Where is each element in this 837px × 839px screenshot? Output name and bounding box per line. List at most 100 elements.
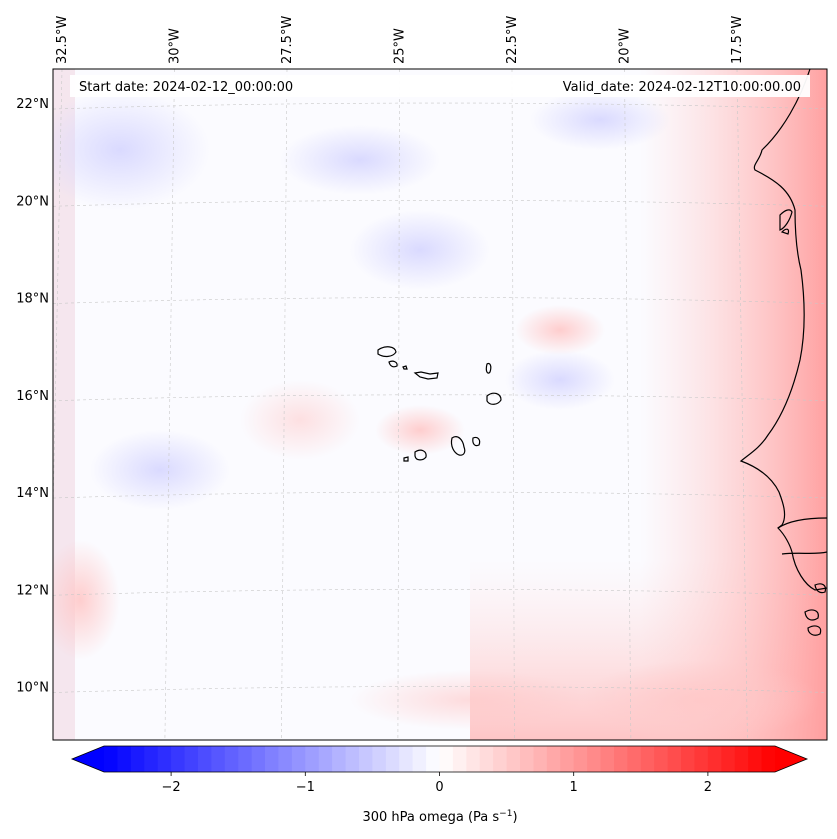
colorbar-bin [291,746,306,772]
colorbar-bin [184,746,199,772]
parallel-line [53,588,827,596]
lon-tick-label: 27.5°W [280,16,295,64]
colorbar-bin [748,746,763,772]
colorbar-bin [426,746,441,772]
colorbar-bin [318,746,333,772]
meridian-line [397,69,400,740]
colorbar-bin [546,746,561,772]
island-fogo [414,449,427,461]
meridian-line [164,69,175,740]
lat-tick-label: 10°N [16,681,49,696]
colorbar-bin [144,746,159,772]
colorbar-bin [681,746,696,772]
colorbar-tick-label: −2 [162,780,181,795]
coast-notch [780,228,790,235]
colorbar-bin [251,746,266,772]
meridian-line [281,69,288,740]
colorbar-bin [157,746,172,772]
colorbar-bin [171,746,186,772]
colorbar-bin [224,746,239,772]
senegal-coast-detail [777,517,827,529]
colorbar-label-exponent: −1 [499,809,512,819]
colorbar-bin [573,746,588,772]
colorbar-bin [238,746,253,772]
lat-tick-label: 16°N [16,389,49,404]
lat-tick-label: 14°N [16,486,49,501]
colorbar-bin [707,746,722,772]
island-sao-vicente [388,360,398,368]
colorbar-bin [211,746,226,772]
colorbar-bin [104,746,119,772]
omega-field [53,69,827,740]
colorbar-bin [117,746,132,772]
colorbar-bin [506,746,521,772]
island-sal [485,362,492,374]
bijagos-1 [804,609,819,621]
lon-tick-label: 17.5°W [730,16,745,64]
parallel-line [53,686,827,693]
colorbar-bin [412,746,427,772]
lat-tick-label: 18°N [16,292,49,307]
colorbar-bin [197,746,212,772]
island-santa-luzia [402,365,408,370]
lat-tick-label: 20°N [16,194,49,209]
colorbar-bin [533,746,548,772]
colorbar-tick-label: 0 [435,780,443,795]
bijagos-2 [807,625,822,636]
colorbar[interactable]: −2 −1 0 1 2 300 hPa omega (Pa s−1) [70,745,809,825]
lon-tick-label: 32.5°W [55,16,70,64]
colorbar-bin [385,746,400,772]
colorbar-bin [721,746,736,772]
colorbar-bin [560,746,575,772]
colorbar-tick-label: 2 [704,780,712,795]
lon-tick-label: 25°W [393,28,408,64]
parallel-line [53,199,827,207]
colorbar-bin [452,746,467,772]
colorbar-bin [667,746,682,772]
colorbar-bin [466,746,481,772]
parallel-line [53,394,827,402]
lon-tick-label: 22.5°W [505,16,520,64]
parallel-line [53,491,827,499]
colorbar-bin [345,746,360,772]
island-maio [472,436,481,447]
colorbar-bin [734,746,749,772]
island-santo-antao [377,346,397,358]
coastlines [377,69,827,636]
colorbar-bin [640,746,655,772]
colorbar-max-extend-arrow [775,746,807,772]
island-santiago [450,436,466,456]
latitude-tick-labels: 22°N 20°N 18°N 16°N 14°N 12°N 10°N [16,97,49,695]
colorbar-bin [654,746,669,772]
gambia-estuary [781,551,827,555]
map-frame [52,68,828,741]
colorbar-bin [305,746,320,772]
colorbar-bin [613,746,628,772]
meridian-line [624,69,632,740]
bijagos-3 [814,583,827,594]
colorbar-bin [493,746,508,772]
colorbar-bin [399,746,414,772]
lon-tick-label: 20°W [618,28,633,64]
date-annotation-box: Start date: 2024-02-12_00:00:00 Valid_da… [70,75,810,97]
longitude-tick-labels: 32.5°W 30°W 27.5°W 25°W 22.5°W 20°W 17.5°W [55,16,745,64]
map-plot-area[interactable] [30,68,828,741]
cape-blanc [779,209,793,231]
meridian-line [736,69,748,740]
island-boa-vista [486,392,502,405]
colorbar-label-prefix: 300 hPa omega (Pa s [362,810,499,825]
colorbar-bin [372,746,387,772]
coastline-africa [739,69,827,591]
colorbar-min-extend-arrow [72,746,104,772]
colorbar-bin [694,746,709,772]
colorbar-bin [587,746,602,772]
lat-tick-label: 22°N [16,97,49,112]
meridian-line [511,69,515,740]
parallel-line [53,102,827,110]
colorbar-bin [358,746,373,772]
colorbar-label: 300 hPa omega (Pa s−1) [362,809,517,825]
colorbar-bins [104,746,776,772]
colorbar-outline [70,745,809,773]
colorbar-bin [130,746,145,772]
lon-tick-label: 30°W [168,28,183,64]
